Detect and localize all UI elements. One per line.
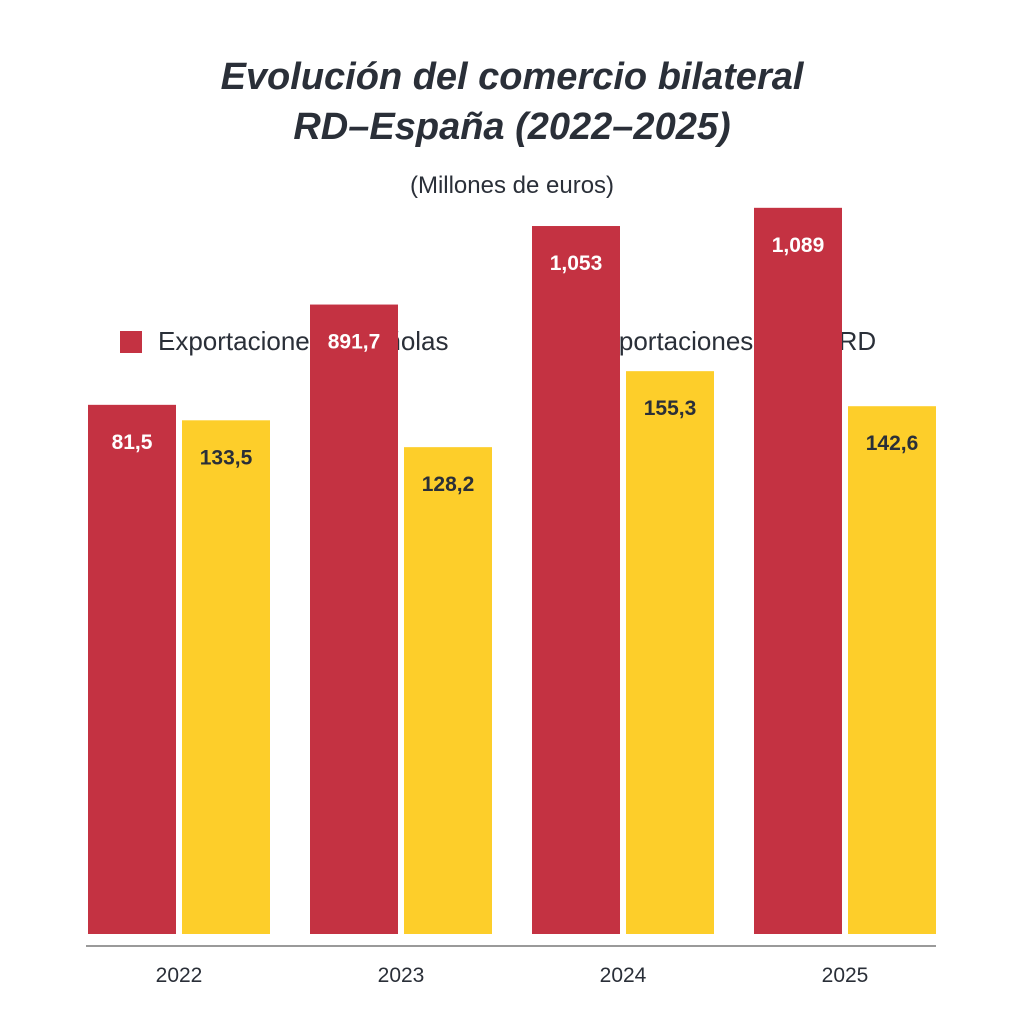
x-tick-label-2025: 2025 [822, 964, 869, 987]
chart-title-line2: RD–España (2022–2025) [293, 106, 731, 148]
data-label-exportaciones-2025: 1,089 [772, 234, 825, 257]
bar-exportaciones-2023 [310, 304, 398, 935]
data-label-importaciones-2024: 155,3 [644, 397, 697, 420]
x-tick-label-2023: 2023 [378, 964, 425, 987]
legend-swatch-exportaciones [120, 330, 142, 353]
data-label-importaciones-2025: 142,6 [866, 432, 919, 455]
bar-exportaciones-2025 [754, 207, 842, 934]
chart-title: Evolución del comercio bilateral RD–Espa… [0, 52, 1024, 152]
bar-importaciones-2025 [848, 406, 936, 934]
chart-subtitle: (Millones de euros) [409, 172, 615, 199]
x-tick-label-2022: 2022 [156, 964, 203, 987]
bar-importaciones-2023 [404, 447, 492, 934]
x-tick-label-2024: 2024 [600, 964, 647, 987]
legend-item-exportaciones: Exportaciones españolas [120, 326, 449, 357]
bar-exportaciones-2022 [88, 404, 176, 935]
data-label-exportaciones-2022: 81,5 [112, 431, 153, 454]
bar-importaciones-2024 [626, 371, 714, 934]
bar-exportaciones-2024 [532, 226, 620, 934]
bar-importaciones-2022 [182, 420, 270, 934]
data-label-importaciones-2023: 128,2 [422, 473, 475, 496]
data-label-importaciones-2022: 133,5 [200, 446, 253, 469]
legend-label-exportaciones: Exportaciones españolas [158, 326, 449, 356]
data-label-exportaciones-2023: 891,7 [328, 331, 381, 354]
data-label-exportaciones-2024: 1,053 [550, 252, 603, 275]
chart-title-line1: Evolución del comercio bilateral [220, 56, 804, 98]
